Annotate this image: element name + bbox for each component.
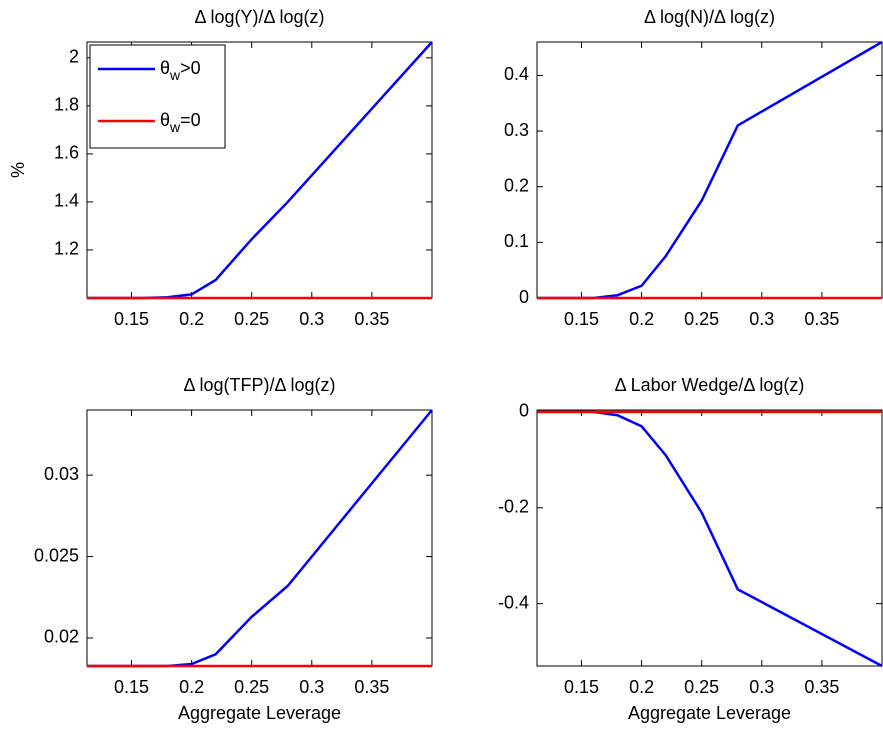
x-tick-label: 0.35	[804, 677, 839, 697]
subplot-title: Δ log(N)/Δ log(z)	[644, 7, 775, 27]
axes-box	[86, 409, 433, 667]
y-tick-label: 0.02	[44, 627, 79, 647]
y-tick-label: 0.1	[504, 231, 529, 251]
y-tick-label: 1.2	[54, 239, 79, 259]
y-tick-label: -0.2	[498, 497, 529, 517]
x-tick-label: 0.15	[114, 677, 149, 697]
y-tick-label: 0.03	[44, 464, 79, 484]
x-tick-label: 0.25	[684, 677, 719, 697]
y-tick-label: 0	[519, 401, 529, 421]
y-tick-label: 1.6	[54, 143, 79, 163]
y-tick-label: 2	[69, 47, 79, 67]
x-tick-label: 0.35	[804, 309, 839, 329]
y-tick-label: 0	[519, 287, 529, 307]
legend-label: θw>0	[160, 58, 201, 83]
y-tick-label: 1.4	[54, 191, 79, 211]
x-tick-label: 0.15	[114, 309, 149, 329]
y-tick-label: 0.2	[504, 175, 529, 195]
x-tick-label: 0.2	[629, 309, 654, 329]
x-tick-label: 0.35	[354, 309, 389, 329]
y-axis-label: %	[8, 162, 28, 178]
x-axis-label: Aggregate Leverage	[628, 703, 791, 723]
subplot-title: Δ Labor Wedge/Δ log(z)	[615, 375, 805, 395]
subplot-title: Δ log(Y)/Δ log(z)	[194, 7, 324, 27]
x-tick-label: 0.25	[684, 309, 719, 329]
x-tick-label: 0.25	[234, 677, 269, 697]
legend-label: θw=0	[160, 110, 201, 135]
x-tick-label: 0.2	[179, 677, 204, 697]
x-axis-label: Aggregate Leverage	[178, 703, 341, 723]
x-tick-label: 0.3	[299, 309, 324, 329]
x-tick-label: 0.3	[299, 677, 324, 697]
x-tick-label: 0.3	[749, 309, 774, 329]
x-tick-label: 0.35	[354, 677, 389, 697]
y-tick-label: 0.3	[504, 120, 529, 140]
legend-box	[89, 44, 226, 149]
x-tick-label: 0.2	[629, 677, 654, 697]
y-tick-label: 1.8	[54, 95, 79, 115]
x-tick-label: 0.15	[564, 677, 599, 697]
x-tick-label: 0.2	[179, 309, 204, 329]
axes-box	[536, 409, 883, 667]
y-tick-label: 0.4	[504, 64, 529, 84]
subplot-title: Δ log(TFP)/Δ log(z)	[183, 375, 335, 395]
y-tick-label: 0.025	[34, 545, 79, 565]
x-tick-label: 0.15	[564, 309, 599, 329]
x-tick-label: 0.3	[749, 677, 774, 697]
axes-box	[536, 41, 883, 299]
x-tick-label: 0.25	[234, 309, 269, 329]
y-tick-label: -0.4	[498, 592, 529, 612]
